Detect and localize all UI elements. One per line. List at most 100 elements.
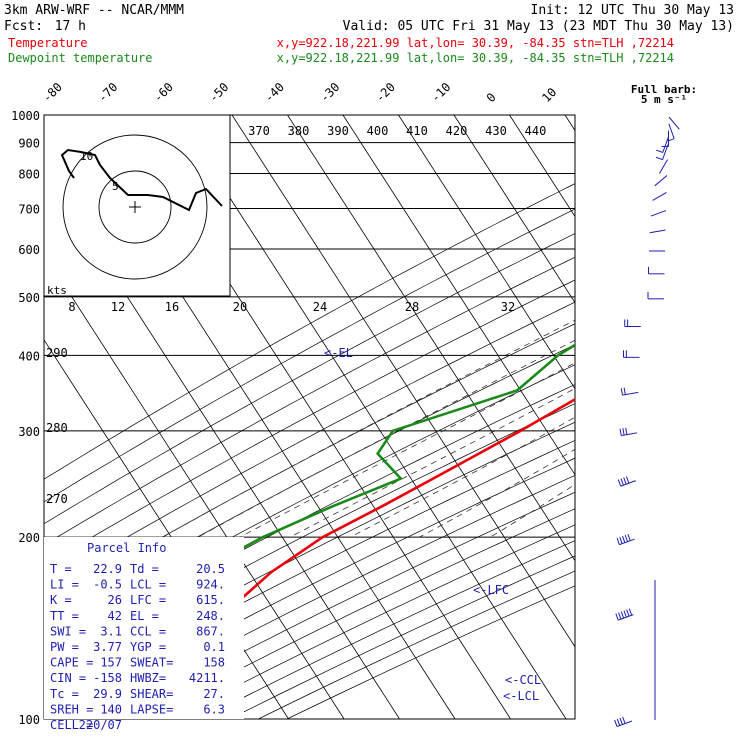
- barb-key-value: 5 m s⁻¹: [641, 93, 687, 106]
- parcel-value: 6.3: [203, 702, 225, 716]
- wind-barb: [656, 137, 669, 153]
- parcel-key: K =: [50, 593, 72, 607]
- wind-barb-staff: [668, 123, 675, 139]
- isotherm-label: -40: [262, 80, 287, 105]
- wind-barb-flag: [628, 608, 633, 616]
- temperature-legend: Temperature: [8, 36, 87, 50]
- theta-e-label: 430: [485, 124, 507, 138]
- theta-label: 280: [46, 421, 68, 435]
- wind-barb-staff: [622, 391, 639, 396]
- wind-barb-flag: [623, 477, 627, 485]
- parcel-value: 27.: [203, 687, 225, 701]
- parcel-key: Tc =: [50, 687, 79, 701]
- temperature-location: x,y=922.18,221.99 lat,lon= 30.39, -84.35…: [277, 36, 674, 50]
- dry-adiabat: [44, 279, 575, 566]
- dry-adiabat: [44, 384, 575, 660]
- wind-barb: [616, 533, 635, 546]
- wind-barb-flag: [616, 537, 620, 545]
- parcel-key: CIN =: [50, 671, 86, 685]
- wind-barb-flag: [622, 535, 626, 543]
- pressure-tick-label: 900: [18, 137, 40, 151]
- dewpoint-location: x,y=922.18,221.99 lat,lon= 30.39, -84.35…: [277, 51, 674, 65]
- wind-barb-staff: [659, 159, 668, 174]
- wind-barb-flag: [627, 533, 631, 541]
- level-annotations: <-EL <-LFC <-CCL <-LCL: [324, 346, 541, 703]
- wind-barb: [619, 427, 638, 437]
- speed-label: 24: [313, 300, 327, 314]
- pressure-tick-label: 800: [18, 168, 40, 182]
- parcel-value: 924.: [196, 578, 225, 592]
- parcel-key: CELL =: [50, 718, 93, 732]
- dry-adiabat: [44, 256, 575, 546]
- parcel-key: T =: [50, 562, 72, 576]
- wind-barb-flag: [620, 611, 625, 619]
- wind-barb: [623, 350, 640, 358]
- parcel-value: 3.1: [100, 624, 122, 638]
- wind-barb-flag: [655, 156, 663, 161]
- dry-adiabat: [258, 570, 575, 719]
- isotherm-label: -80: [40, 80, 65, 105]
- isotherm-line: [287, 115, 575, 562]
- parcel-key: HWBZ=: [130, 671, 166, 685]
- lcl-marker: <-LCL: [503, 689, 539, 703]
- isotherm-line: [398, 115, 575, 390]
- wind-barb: [655, 144, 669, 161]
- hodograph-units: kts: [47, 284, 67, 297]
- parcel-key: CAPE =: [50, 656, 93, 670]
- isotherm-label: 10: [539, 85, 559, 105]
- wind-barb-flag: [624, 534, 629, 542]
- pressure-tick-label: 500: [18, 291, 40, 305]
- wind-barb-flag: [617, 479, 622, 487]
- speed-label: 20: [233, 300, 247, 314]
- hodograph-ring-label: 5: [112, 180, 119, 193]
- parcel-key: SWEAT=: [130, 656, 173, 670]
- isotherm-label: -70: [95, 80, 120, 105]
- parcel-info-box: Parcel Info T = 22.9 Td = 20.5 LI = -0.5 LCL = 9…: [44, 537, 244, 732]
- parcel-key: SHEAR=: [130, 687, 173, 701]
- parcel-key: LAPSE=: [130, 702, 173, 716]
- theta-label: 270: [46, 492, 68, 506]
- hodograph-ring: [98, 170, 172, 244]
- theta-e-label: 440: [525, 124, 547, 138]
- isotherm-label: -50: [206, 80, 231, 105]
- dewpoint-legend: Dewpoint temperature: [8, 51, 153, 65]
- parcel-value: 157: [100, 656, 122, 670]
- pressure-tick-label: 100: [18, 713, 40, 727]
- pressure-tick-label: 200: [18, 531, 40, 545]
- wind-barb-staff: [618, 614, 634, 621]
- wind-barb: [650, 210, 667, 217]
- parcel-value: 26: [108, 593, 122, 607]
- parcel-box-bg: [44, 537, 244, 719]
- parcel-value: 22.9: [93, 562, 122, 576]
- wind-barb: [647, 291, 664, 300]
- wind-barb-flag: [625, 476, 630, 484]
- speed-label: 12: [111, 300, 125, 314]
- wind-barb-flag: [620, 388, 623, 396]
- theta-e-label: 400: [367, 124, 389, 138]
- parcel-value: 29.9: [93, 687, 122, 701]
- dry-adiabat: [44, 421, 575, 695]
- parcel-key: SWI =: [50, 624, 86, 638]
- wind-barb-staff: [652, 192, 667, 201]
- wind-barb-staff: [620, 480, 636, 487]
- moist-adiabat: [197, 339, 575, 538]
- wind-barb-flag: [620, 478, 624, 486]
- forecast-label: Fcst:: [4, 19, 43, 34]
- dry-adiabat: [44, 440, 575, 711]
- temperature-profile: [122, 397, 575, 719]
- parcel-key: PW =: [50, 640, 79, 654]
- parcel-value: 158: [203, 656, 225, 670]
- valid-time: Valid: 05 UTC Fri 31 May 13 (23 MDT Thu …: [343, 19, 734, 34]
- dry-adiabat: [44, 403, 575, 678]
- wind-barb: [649, 229, 666, 234]
- parcel-value: 248.: [196, 609, 225, 623]
- wind-barb: [654, 175, 668, 187]
- parcel-key: TT =: [50, 609, 79, 623]
- wind-barb: [648, 266, 665, 275]
- theta-e-label: 390: [327, 124, 349, 138]
- lfc-marker: <-LFC: [473, 583, 509, 597]
- wind-barb-flag: [626, 609, 630, 617]
- forecast-hour: 17 h: [55, 19, 86, 34]
- wind-barb-staff: [621, 432, 638, 437]
